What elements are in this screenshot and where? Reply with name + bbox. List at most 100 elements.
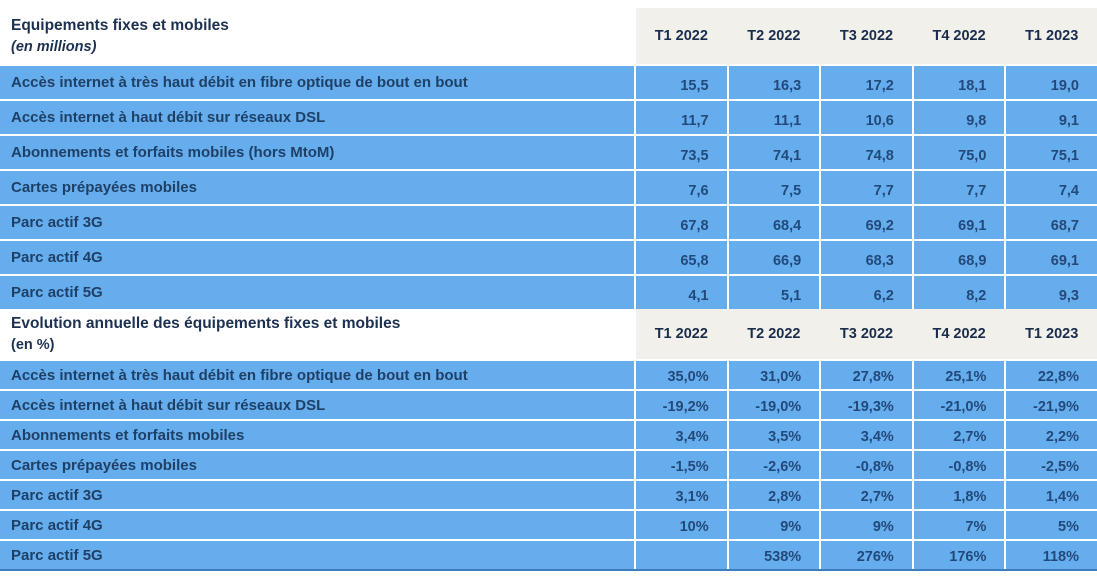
value-cell: 16,3: [728, 66, 820, 99]
value-cell: 68,9: [913, 241, 1005, 274]
value-cell: 74,1: [728, 136, 820, 169]
value-cell: -0,8%: [821, 451, 912, 479]
value-cell: 7,6: [636, 171, 727, 204]
value-cell: 73,5: [636, 136, 727, 169]
value-cell: 27,8%: [821, 361, 912, 389]
value-cell: -19,3%: [821, 391, 912, 419]
value-cell: 1,8%: [913, 481, 1005, 509]
value-cell: 4,1: [636, 276, 727, 309]
column-header: T4 2022: [932, 28, 986, 44]
value-cell: -2,5%: [1006, 451, 1097, 479]
section-evolution: Evolution annuelle des équipements fixes…: [0, 309, 1097, 571]
value-cell: 67,8: [636, 206, 727, 239]
section-millions-header: Equipements fixes et mobiles (en million…: [0, 8, 634, 64]
value-cell: 5,1: [728, 276, 820, 309]
row-label: Cartes prépayées mobiles: [0, 451, 634, 479]
value-cell: 2,7%: [913, 421, 1005, 449]
value-cell: 25,1%: [913, 361, 1005, 389]
value-cell: 9%: [728, 511, 820, 539]
value-cell: 75,1: [1006, 136, 1097, 169]
value-cell: 538%: [728, 541, 820, 569]
section-title: Equipements fixes et mobiles: [11, 17, 229, 35]
value-cell: -19,2%: [636, 391, 727, 419]
value-cell: 6,2: [821, 276, 912, 309]
value-cell: 69,1: [1006, 241, 1097, 274]
column-header: T3 2022: [839, 326, 894, 342]
column-header: T1 2023: [1025, 28, 1079, 44]
value-cell: 19,0: [1006, 66, 1097, 99]
value-cell: -1,5%: [636, 451, 727, 479]
row-label: Cartes prépayées mobiles: [0, 171, 634, 204]
column-header: T1 2022: [654, 326, 708, 342]
value-cell: 7%: [913, 511, 1005, 539]
value-cell: 68,3: [821, 241, 912, 274]
row-label: Accès internet à haut débit sur réseaux …: [0, 391, 634, 419]
row-label: Parc actif 5G: [0, 541, 634, 569]
value-cell: 65,8: [636, 241, 727, 274]
equipment-table: Equipements fixes et mobiles (en million…: [0, 8, 1097, 571]
value-cell: 68,4: [728, 206, 820, 239]
value-cell: 2,7%: [821, 481, 912, 509]
value-cell: 118%: [1006, 541, 1097, 569]
value-cell: 2,2%: [1006, 421, 1097, 449]
value-cell: 68,7: [1006, 206, 1097, 239]
value-cell: 3,1%: [636, 481, 727, 509]
value-cell: 176%: [913, 541, 1005, 569]
section-evolution-header: Evolution annuelle des équipements fixes…: [0, 309, 634, 359]
value-cell: 10%: [636, 511, 727, 539]
row-label: Parc actif 3G: [0, 206, 634, 239]
value-cell: 9%: [821, 511, 912, 539]
value-cell: -0,8%: [913, 451, 1005, 479]
column-header: T2 2022: [747, 326, 801, 342]
column-header: T1 2022: [654, 28, 708, 44]
column-header-row: T1 2022 T2 2022 T3 2022 T4 2022 T1 2023: [636, 8, 1097, 64]
column-header-row: T1 2022 T2 2022 T3 2022 T4 2022 T1 2023: [636, 309, 1097, 359]
value-cell: 75,0: [913, 136, 1005, 169]
value-cell: 31,0%: [728, 361, 820, 389]
value-cell: 7,4: [1006, 171, 1097, 204]
section-subtitle: (en %): [11, 336, 55, 353]
value-cell: 3,4%: [821, 421, 912, 449]
row-label: Parc actif 4G: [0, 241, 634, 274]
row-label: Accès internet à haut débit sur réseaux …: [0, 101, 634, 134]
row-label: Parc actif 5G: [0, 276, 634, 309]
value-cell: 276%: [821, 541, 912, 569]
value-cell: 7,7: [821, 171, 912, 204]
value-cell: 11,7: [636, 101, 727, 134]
value-cell: 35,0%: [636, 361, 727, 389]
value-cell: 66,9: [728, 241, 820, 274]
section-millions: Equipements fixes et mobiles (en million…: [0, 8, 1097, 309]
value-cell: -2,6%: [728, 451, 820, 479]
column-header: T4 2022: [932, 326, 986, 342]
value-cell: 7,5: [728, 171, 820, 204]
value-cell: 8,2: [913, 276, 1005, 309]
value-cell: 3,4%: [636, 421, 727, 449]
value-cell: 3,5%: [728, 421, 820, 449]
column-header: T3 2022: [839, 28, 894, 44]
value-cell: 17,2: [821, 66, 912, 99]
value-cell: 69,1: [913, 206, 1005, 239]
section-subtitle: (en millions): [11, 38, 97, 55]
row-label: Abonnements et forfaits mobiles: [0, 421, 634, 449]
row-label: Parc actif 3G: [0, 481, 634, 509]
row-label: Accès internet à très haut débit en fibr…: [0, 361, 634, 389]
value-cell: 10,6: [821, 101, 912, 134]
value-cell: 9,1: [1006, 101, 1097, 134]
value-cell: 69,2: [821, 206, 912, 239]
value-cell: 18,1: [913, 66, 1005, 99]
value-cell: -19,0%: [728, 391, 820, 419]
value-cell: 7,7: [913, 171, 1005, 204]
value-cell: 74,8: [821, 136, 912, 169]
value-cell: [636, 541, 727, 569]
value-cell: 15,5: [636, 66, 727, 99]
section-title: Evolution annuelle des équipements fixes…: [11, 315, 401, 333]
value-cell: 9,3: [1006, 276, 1097, 309]
value-cell: 1,4%: [1006, 481, 1097, 509]
value-cell: 5%: [1006, 511, 1097, 539]
value-cell: -21,9%: [1006, 391, 1097, 419]
row-label: Accès internet à très haut débit en fibr…: [0, 66, 634, 99]
value-cell: -21,0%: [913, 391, 1005, 419]
row-label: Parc actif 4G: [0, 511, 634, 539]
value-cell: 9,8: [913, 101, 1005, 134]
value-cell: 22,8%: [1006, 361, 1097, 389]
